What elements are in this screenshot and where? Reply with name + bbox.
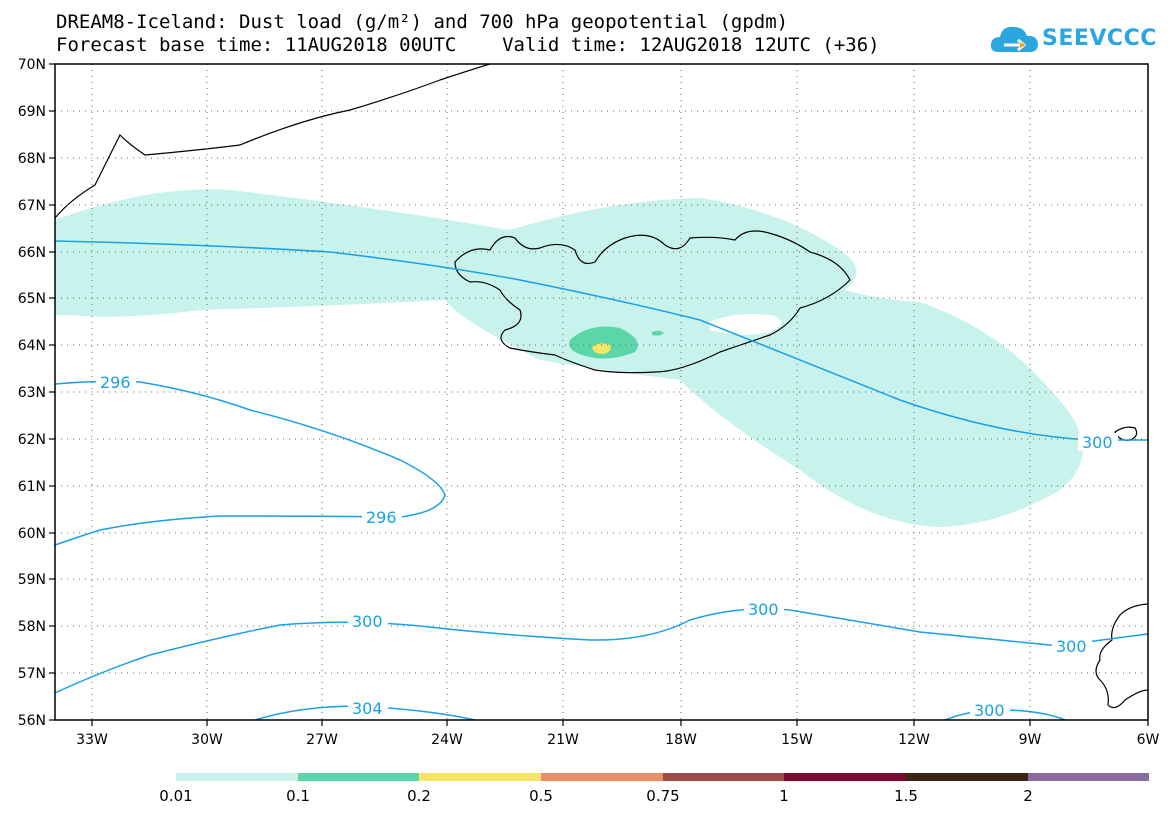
coastlines: [55, 64, 1148, 709]
colorbar-swatch: [298, 773, 419, 781]
contour-label: 300: [352, 612, 383, 631]
colorbar-label: 0.2: [407, 787, 431, 805]
dust-shading: [55, 189, 1083, 527]
dust-area-low: [55, 189, 1083, 527]
colorbar-swatch: [784, 773, 906, 781]
contour-labels: 296 296 300 300 300 304 300 300: [96, 373, 1118, 720]
axis-ticks: [49, 63, 1149, 726]
lat-label: 67N: [18, 198, 46, 214]
dust-area-mid-small: [652, 330, 664, 336]
lat-label: 63N: [18, 385, 46, 401]
colorbar-label: 0.5: [529, 787, 553, 805]
colorbar: 0.01 0.1 0.2 0.5 0.75 1 1.5 2: [159, 773, 1149, 805]
lon-label: 33W: [76, 732, 108, 748]
longitude-labels: 33W 30W 27W 24W 21W 18W 15W 12W 9W 6W: [76, 732, 1159, 748]
colorbar-swatch: [419, 773, 541, 781]
dust-area-mid: [569, 326, 638, 359]
contour-300-mid: [55, 608, 1148, 694]
lat-label: 69N: [18, 104, 46, 120]
lon-label: 12W: [898, 732, 930, 748]
colorbar-label: 0.01: [159, 787, 192, 805]
lat-label: 64N: [18, 338, 46, 354]
lat-label: 66N: [18, 245, 46, 261]
logo-text: SEEVCCC: [1042, 26, 1157, 51]
colorbar-swatch: [176, 773, 298, 781]
lon-label: 24W: [431, 732, 463, 748]
latitude-labels: 70N 69N 68N 67N 66N 65N 64N 63N 62N 61N …: [18, 57, 46, 729]
contour-label: 300: [1082, 433, 1113, 452]
lat-label: 62N: [18, 432, 46, 448]
colorbar-swatch: [906, 773, 1028, 781]
lat-label: 65N: [18, 291, 46, 307]
dust-gap: [708, 314, 782, 335]
lat-label: 68N: [18, 151, 46, 167]
lon-label: 9W: [1019, 732, 1042, 748]
lat-label: 60N: [18, 526, 46, 542]
lon-label: 30W: [191, 732, 223, 748]
lat-label: 61N: [18, 479, 46, 495]
colorbar-label: 0.1: [286, 787, 310, 805]
colorbar-label: 1: [779, 787, 789, 805]
dust-area-high: [592, 343, 611, 354]
lat-label: 70N: [18, 57, 46, 73]
contour-label: 304: [352, 699, 383, 718]
contour-label: 296: [100, 373, 131, 392]
contour-label: 300: [748, 600, 779, 619]
cloud-icon: [990, 26, 1038, 52]
lon-label: 6W: [1137, 732, 1160, 748]
map-title: DREAM8-Iceland: Dust load (g/m²) and 700…: [56, 11, 789, 33]
iceland-coast: [454, 230, 851, 374]
colorbar-swatch: [663, 773, 784, 781]
lat-label: 59N: [18, 572, 46, 588]
contour-label: 296: [366, 508, 397, 527]
colorbar-label: 0.75: [646, 787, 679, 805]
graticule: [55, 64, 1148, 720]
seevccc-logo: SEEVCCC: [990, 18, 1160, 62]
lon-label: 21W: [547, 732, 579, 748]
contour-296: [55, 380, 446, 546]
lat-label: 57N: [18, 666, 46, 682]
colorbar-label: 2: [1023, 787, 1033, 805]
contour-label: 300: [974, 701, 1005, 720]
colorbar-swatch: [541, 773, 663, 781]
lat-label: 56N: [18, 713, 46, 729]
colorbar-swatch: [1028, 773, 1149, 781]
lat-label: 58N: [18, 619, 46, 635]
colorbar-label: 1.5: [894, 787, 918, 805]
lon-label: 18W: [665, 732, 697, 748]
greenland-coast: [55, 64, 491, 219]
contour-300-north: [55, 240, 1148, 441]
lon-label: 27W: [306, 732, 338, 748]
contour-label: 300: [1056, 637, 1087, 656]
scotland-coast: [1095, 603, 1148, 709]
faroe-coast: [1114, 426, 1138, 441]
forecast-time-line: Forecast base time: 11AUG2018 00UTC Vali…: [56, 34, 880, 56]
lon-label: 15W: [781, 732, 813, 748]
